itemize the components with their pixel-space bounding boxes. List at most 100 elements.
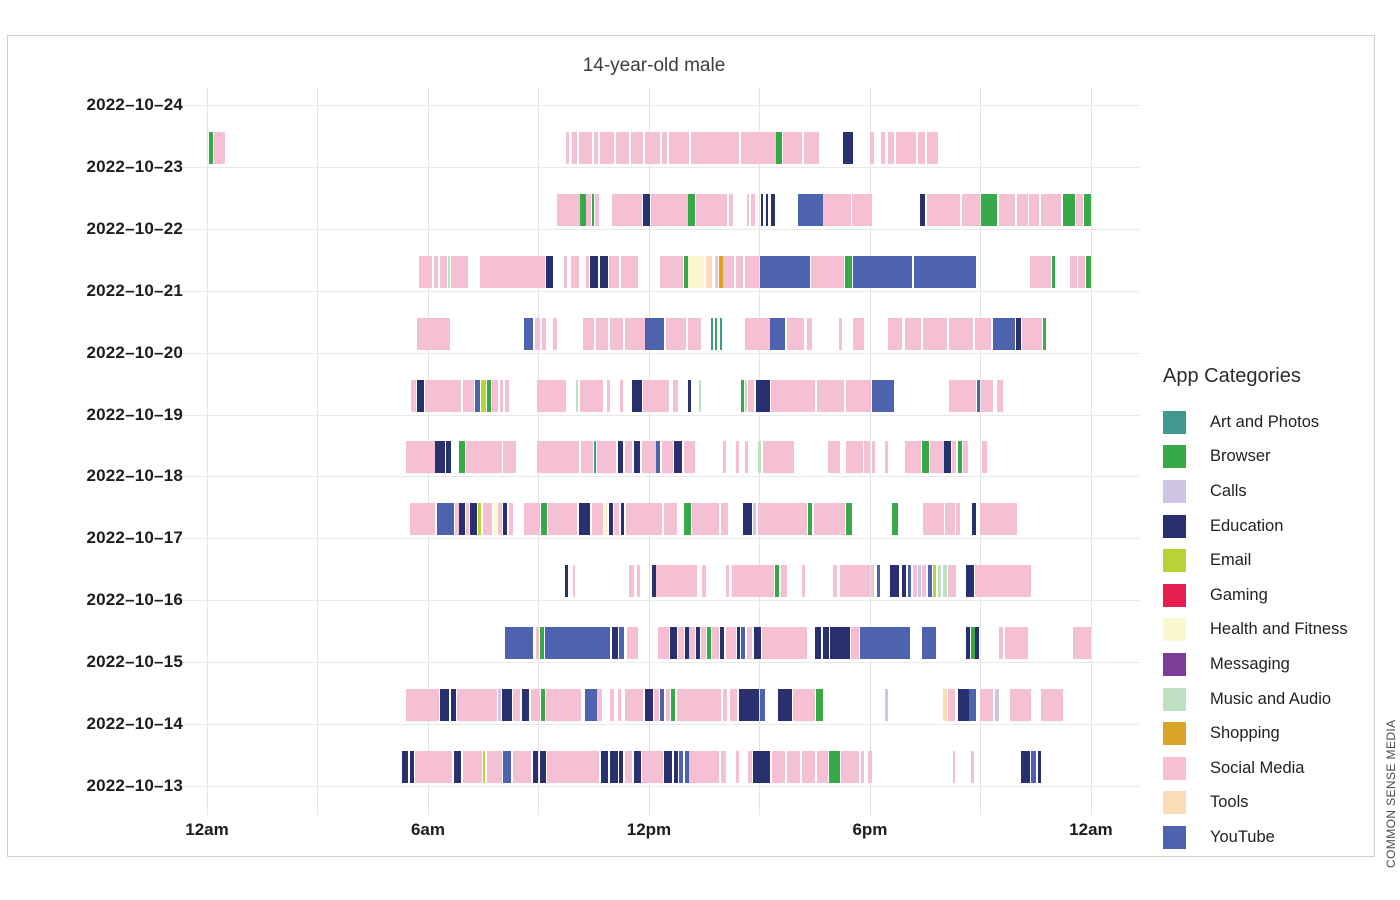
usage-segment-social bbox=[956, 503, 961, 536]
timeline-row bbox=[168, 131, 1140, 164]
horizontal-gridline bbox=[168, 352, 1140, 354]
usage-segment-education bbox=[450, 689, 456, 721]
horizontal-gridline bbox=[168, 105, 1140, 106]
usage-segment-browser bbox=[815, 689, 824, 721]
legend-swatch-youtube bbox=[1163, 825, 1186, 849]
usage-segment-browser bbox=[541, 503, 547, 536]
usage-segment-youtube bbox=[853, 255, 913, 288]
usage-segment-education bbox=[766, 193, 768, 226]
legend-swatch-email bbox=[1163, 549, 1186, 573]
usage-segment-education bbox=[843, 131, 854, 164]
date-axis-label: 2022–10–13 bbox=[86, 775, 183, 795]
usage-segment-social bbox=[425, 379, 462, 412]
usage-segment-social bbox=[692, 503, 719, 536]
usage-segment-health bbox=[688, 255, 705, 288]
usage-segment-social bbox=[409, 503, 436, 536]
usage-segment-social bbox=[570, 255, 579, 288]
usage-segment-social bbox=[974, 317, 992, 350]
usage-segment-social bbox=[637, 565, 640, 598]
usage-segment-social bbox=[687, 317, 701, 350]
usage-segment-music bbox=[698, 379, 702, 412]
usage-segment-education bbox=[503, 503, 508, 536]
date-axis-label: 2022–10–15 bbox=[86, 652, 183, 672]
usage-segment-social bbox=[612, 193, 643, 226]
usage-segment-tools bbox=[942, 689, 947, 721]
usage-segment-social bbox=[744, 441, 749, 474]
usage-segment-browser bbox=[1051, 255, 1055, 288]
usage-segment-social bbox=[948, 565, 957, 598]
usage-segment-education bbox=[975, 627, 979, 660]
legend-item-art: Art and Photos bbox=[1163, 405, 1378, 440]
usage-segment-social bbox=[1017, 193, 1028, 226]
usage-segment-social bbox=[746, 627, 753, 660]
usage-segment-art bbox=[710, 317, 713, 350]
usage-segment-social bbox=[904, 441, 922, 474]
usage-segment-social bbox=[923, 317, 948, 350]
vertical-gridline bbox=[317, 88, 319, 815]
usage-segment-education bbox=[761, 193, 764, 226]
usage-segment-youtube bbox=[928, 565, 932, 598]
usage-segment-social bbox=[433, 255, 439, 288]
usage-segment-social bbox=[846, 441, 863, 474]
usage-segment-social bbox=[880, 131, 886, 164]
usage-segment-social bbox=[711, 627, 719, 660]
usage-segment-music bbox=[942, 565, 947, 598]
usage-segment-social bbox=[720, 750, 727, 783]
usage-segment-browser bbox=[958, 441, 962, 474]
usage-segment-social bbox=[731, 565, 775, 598]
usage-segment-social bbox=[853, 317, 865, 350]
usage-segment-social bbox=[545, 689, 581, 721]
usage-segment-social bbox=[625, 750, 633, 783]
legend-item-messaging: Messaging bbox=[1163, 647, 1378, 682]
legend-swatch-shopping bbox=[1163, 722, 1186, 746]
usage-segment-social bbox=[741, 131, 777, 164]
usage-segment-social bbox=[929, 441, 944, 474]
legend-item-gaming: Gaming bbox=[1163, 578, 1378, 613]
usage-segment-social bbox=[787, 317, 804, 350]
usage-segment-education bbox=[777, 689, 792, 721]
usage-segment-browser bbox=[707, 627, 711, 660]
usage-segment-social bbox=[439, 255, 448, 288]
legend-swatch-art bbox=[1163, 410, 1186, 434]
usage-segment-social bbox=[415, 750, 452, 783]
legend-swatch-gaming bbox=[1163, 583, 1186, 607]
usage-segment-social bbox=[949, 317, 974, 350]
usage-segment-education bbox=[685, 627, 689, 660]
usage-segment-browser bbox=[1085, 255, 1091, 288]
usage-segment-social bbox=[213, 131, 226, 164]
usage-segment-youtube bbox=[922, 627, 937, 660]
usage-segment-social bbox=[803, 131, 820, 164]
usage-segment-social bbox=[763, 441, 795, 474]
legend-label: YouTube bbox=[1210, 827, 1275, 846]
usage-segment-social bbox=[454, 503, 459, 536]
legend-label: Art and Photos bbox=[1210, 412, 1320, 431]
usage-segment-social bbox=[610, 317, 624, 350]
usage-segment-youtube bbox=[679, 750, 683, 783]
timeline-row bbox=[168, 441, 1140, 474]
usage-segment-social bbox=[1029, 193, 1040, 226]
usage-segment-education bbox=[830, 627, 850, 660]
legend-item-shopping: Shopping bbox=[1163, 716, 1378, 751]
usage-segment-social bbox=[746, 193, 750, 226]
legend-item-email: Email bbox=[1163, 543, 1378, 578]
usage-segment-social bbox=[582, 317, 594, 350]
horizontal-gridline bbox=[168, 538, 1140, 540]
usage-segment-social bbox=[450, 255, 469, 288]
usage-segment-social bbox=[641, 441, 656, 474]
usage-segment-social bbox=[503, 441, 517, 474]
usage-segment-social bbox=[536, 441, 579, 474]
usage-segment-social bbox=[927, 193, 961, 226]
usage-segment-social bbox=[998, 627, 1003, 660]
usage-segment-social bbox=[418, 255, 432, 288]
usage-segment-youtube bbox=[645, 317, 664, 350]
usage-segment-social bbox=[563, 255, 568, 288]
usage-segment-browser bbox=[683, 503, 692, 536]
usage-segment-calls bbox=[884, 689, 889, 721]
usage-segment-social bbox=[962, 441, 968, 474]
usage-segment-social bbox=[536, 379, 567, 412]
legend-item-education: Education bbox=[1163, 509, 1378, 544]
usage-segment-education bbox=[674, 441, 683, 474]
branding-vertical: COMMON SENSE MEDIA bbox=[1384, 719, 1398, 868]
usage-segment-browser bbox=[539, 627, 544, 660]
usage-segment-browser bbox=[775, 565, 779, 598]
